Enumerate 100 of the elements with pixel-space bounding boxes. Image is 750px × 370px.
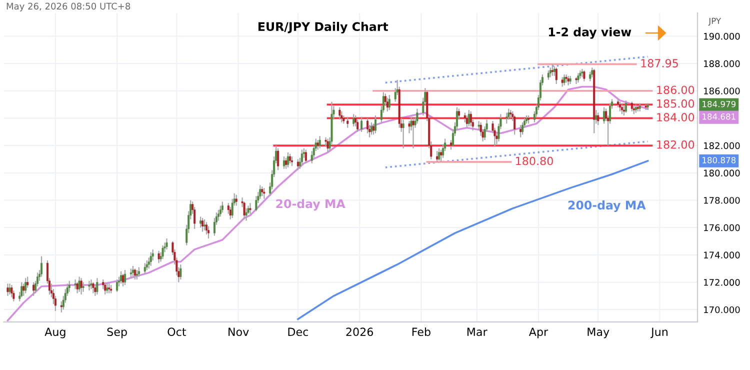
candlestick [207, 226, 210, 240]
candlestick [104, 282, 106, 296]
candlestick [221, 201, 224, 214]
candlestick [204, 218, 206, 231]
candlestick [603, 106, 606, 124]
candlestick [304, 149, 307, 164]
y-axis-title: JPY [708, 18, 722, 26]
candlestick [90, 278, 92, 290]
candlestick [134, 268, 136, 280]
candlestick [547, 70, 550, 80]
candlestick [74, 278, 76, 290]
candlestick [338, 106, 341, 120]
candlestick [412, 118, 414, 149]
candlestick [10, 284, 13, 298]
text: EUR/JPY Daily Chart [258, 22, 388, 34]
y-tick-label: 186.000 [704, 88, 740, 94]
candlestick [522, 122, 524, 136]
candlestick [249, 202, 252, 214]
candlestick [150, 252, 152, 266]
candlestick [352, 114, 355, 127]
candlestick [158, 250, 160, 264]
candlestick [283, 156, 286, 170]
candlestick [402, 119, 404, 149]
candlestick [162, 244, 164, 260]
annotation: 185.00 [657, 99, 694, 108]
x-tick-label: Feb [412, 327, 430, 336]
candlestick [88, 280, 90, 292]
candlestick [219, 205, 222, 218]
text: 184.681 [702, 113, 736, 120]
candlestick [288, 153, 291, 164]
x-tick-label: Oct [168, 328, 186, 336]
x-tick-label: May [588, 328, 610, 338]
candlestick [217, 209, 220, 222]
candlestick [146, 260, 148, 271]
candlestick [138, 266, 140, 278]
candlestick [106, 283, 108, 294]
candlestick [520, 124, 522, 138]
candlestick [565, 74, 568, 84]
candlestick [326, 138, 329, 153]
candlestick [136, 269, 138, 280]
candlestick [255, 196, 258, 212]
candlestick [180, 264, 182, 280]
candlestick [166, 238, 168, 250]
candlestick [561, 76, 564, 88]
candlestick [583, 70, 586, 82]
candlestick [577, 72, 580, 84]
candlestick [618, 101, 621, 112]
candlestick [96, 278, 98, 296]
candlestick [206, 222, 208, 235]
x-tick-label: 2026 [346, 328, 374, 336]
candlestick [144, 262, 146, 275]
annotation: 187.95 [641, 59, 678, 68]
annotation: 186.00 [657, 86, 694, 94]
candlestick [316, 140, 319, 150]
candlestick [130, 268, 132, 279]
candlestick [296, 158, 299, 171]
candlestick [68, 280, 70, 292]
candlestick [92, 282, 94, 294]
candlestick [514, 114, 516, 136]
candlestick [438, 148, 440, 162]
candlestick [122, 274, 124, 287]
candlestick [506, 112, 508, 124]
x-tick-label: Apr [528, 328, 548, 338]
candlestick [200, 216, 202, 228]
y-tick-label: 180.000 [704, 170, 740, 176]
x-tick-label: Nov [228, 328, 249, 336]
x-tick-label: Jun [650, 328, 668, 338]
y-tick-label: 170.000 [704, 306, 740, 314]
candlestick [508, 108, 510, 120]
candlestick [551, 64, 554, 76]
text: 180.878 [702, 157, 736, 164]
series-label: 20-day MA [276, 199, 346, 211]
candlestick [555, 67, 558, 85]
y-tick-label: 190.000 [704, 32, 740, 40]
candlestick [346, 116, 349, 128]
candlestick [124, 269, 126, 286]
x-tick-label: Aug [44, 328, 66, 338]
candlestick [287, 152, 290, 168]
candlestick [575, 76, 578, 85]
candlestick [416, 108, 418, 124]
candlestick [290, 156, 293, 167]
candlestick [388, 94, 390, 111]
candlestick [470, 110, 472, 127]
candlestick [40, 256, 43, 278]
candlestick [360, 116, 363, 132]
candlestick [340, 110, 343, 123]
candlestick [624, 100, 627, 114]
x-tick-label: Sep [107, 328, 127, 338]
annotation: 1-2 day view [548, 27, 632, 39]
candlestick [24, 278, 27, 294]
candlestick [108, 283, 110, 294]
candlestick [6, 283, 9, 296]
annotation: 182.00 [657, 140, 694, 149]
y-tick-label: 188.000 [704, 60, 740, 68]
chart-subtitle: May 26, 2026 08:50 UTC+8 [6, 2, 130, 12]
candlestick [120, 270, 122, 284]
candlestick [261, 186, 264, 197]
candlestick [386, 97, 388, 112]
x-tick-label: Dec [288, 328, 308, 336]
annotation: 180.80 [516, 156, 553, 166]
